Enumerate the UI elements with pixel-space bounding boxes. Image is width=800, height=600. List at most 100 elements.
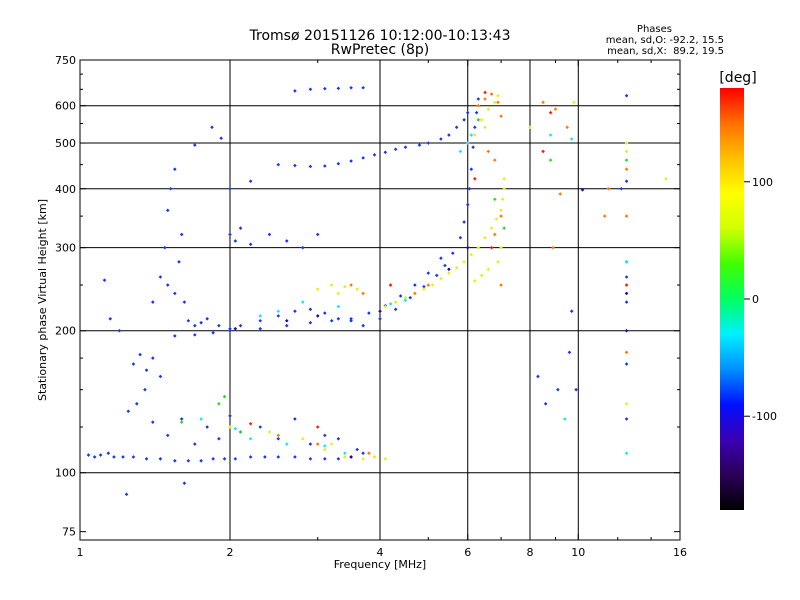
data-point [388, 302, 393, 306]
data-point [293, 89, 297, 93]
data-point [606, 186, 611, 191]
data-point [301, 245, 305, 250]
data-point [179, 420, 184, 424]
data-point [217, 323, 221, 328]
data-point [624, 275, 629, 279]
data-point [165, 433, 170, 438]
data-point [624, 451, 629, 455]
data-point [471, 145, 475, 149]
data-point [496, 93, 500, 98]
data-point [323, 457, 327, 461]
data-point [131, 455, 136, 459]
data-point [361, 156, 365, 160]
data-point [403, 145, 408, 149]
chart-title: Tromsø 20151126 10:12:00-10:13:43 [249, 28, 511, 44]
data-point [398, 294, 403, 298]
data-point [393, 307, 398, 312]
data-point [439, 256, 443, 260]
x-tick-label: 2 [227, 546, 234, 559]
data-point [336, 304, 341, 309]
data-point [565, 125, 569, 130]
data-point [165, 208, 170, 213]
data-point [624, 350, 629, 355]
colorbar-tick-label: -100 [752, 410, 777, 423]
data-point [222, 394, 227, 399]
x-tick-label: 16 [673, 546, 687, 559]
data-point [301, 300, 305, 304]
data-point [151, 356, 155, 360]
data-point [476, 97, 481, 101]
data-point [179, 417, 184, 421]
data-point [248, 421, 253, 426]
data-point [121, 455, 125, 459]
data-point [258, 326, 263, 331]
data-point [228, 186, 232, 191]
data-point [426, 141, 431, 145]
data-point [258, 318, 263, 323]
data-point [238, 323, 243, 328]
data-point [349, 85, 353, 90]
data-point [343, 284, 347, 289]
data-point [308, 307, 313, 312]
y-tick-label: 600 [55, 100, 76, 113]
x-axis-ticks: 1 2 4 6 8 10 16 [77, 60, 687, 559]
data-point [92, 455, 97, 459]
data-point [548, 133, 553, 137]
data-point [499, 114, 503, 119]
data-point [284, 239, 289, 243]
x-tick-label: 4 [377, 546, 384, 559]
data-point [473, 133, 477, 137]
data-point [336, 161, 341, 166]
data-point [403, 295, 408, 300]
data-point [454, 125, 459, 130]
data-point [473, 125, 477, 130]
data-point [367, 451, 371, 455]
data-point [349, 317, 353, 321]
data-point [624, 401, 629, 406]
data-point [422, 287, 426, 291]
data-point [323, 444, 327, 448]
data-point [173, 334, 177, 338]
data-point [494, 217, 499, 221]
data-point [165, 283, 170, 287]
data-point [469, 133, 474, 137]
data-point [355, 447, 359, 452]
data-point [323, 447, 327, 452]
data-point [182, 300, 187, 304]
data-point [434, 273, 439, 278]
data-point [193, 323, 197, 328]
data-point [417, 143, 422, 147]
data-point [199, 417, 203, 421]
data-point [624, 93, 629, 98]
data-point [102, 278, 107, 282]
data-point [454, 265, 459, 270]
x-tick-label: 1 [77, 546, 84, 559]
data-point [210, 125, 214, 130]
data-point [276, 162, 281, 167]
data-point [493, 100, 497, 105]
data-point [336, 437, 341, 441]
data-point [451, 251, 455, 256]
data-point [465, 245, 470, 250]
colorbar-tick-label: 0 [752, 293, 759, 306]
data-point [315, 425, 320, 429]
data-point [284, 442, 289, 446]
data-point [205, 317, 209, 321]
data-point [624, 328, 629, 333]
data-point [361, 85, 365, 90]
data-point [308, 87, 313, 92]
y-axis-ticks: 75 100 200 300 400 500 600 750 [55, 54, 680, 539]
data-point [502, 186, 506, 191]
data-point [211, 457, 215, 461]
data-point [343, 451, 347, 455]
data-point [447, 133, 451, 137]
data-point [329, 318, 334, 323]
data-point [486, 107, 491, 111]
data-point [233, 326, 238, 331]
data-point [329, 283, 334, 287]
data-point [228, 414, 232, 418]
data-point [293, 163, 297, 168]
data-point [372, 153, 377, 157]
data-point [479, 118, 484, 122]
y-tick-label: 200 [55, 325, 76, 338]
